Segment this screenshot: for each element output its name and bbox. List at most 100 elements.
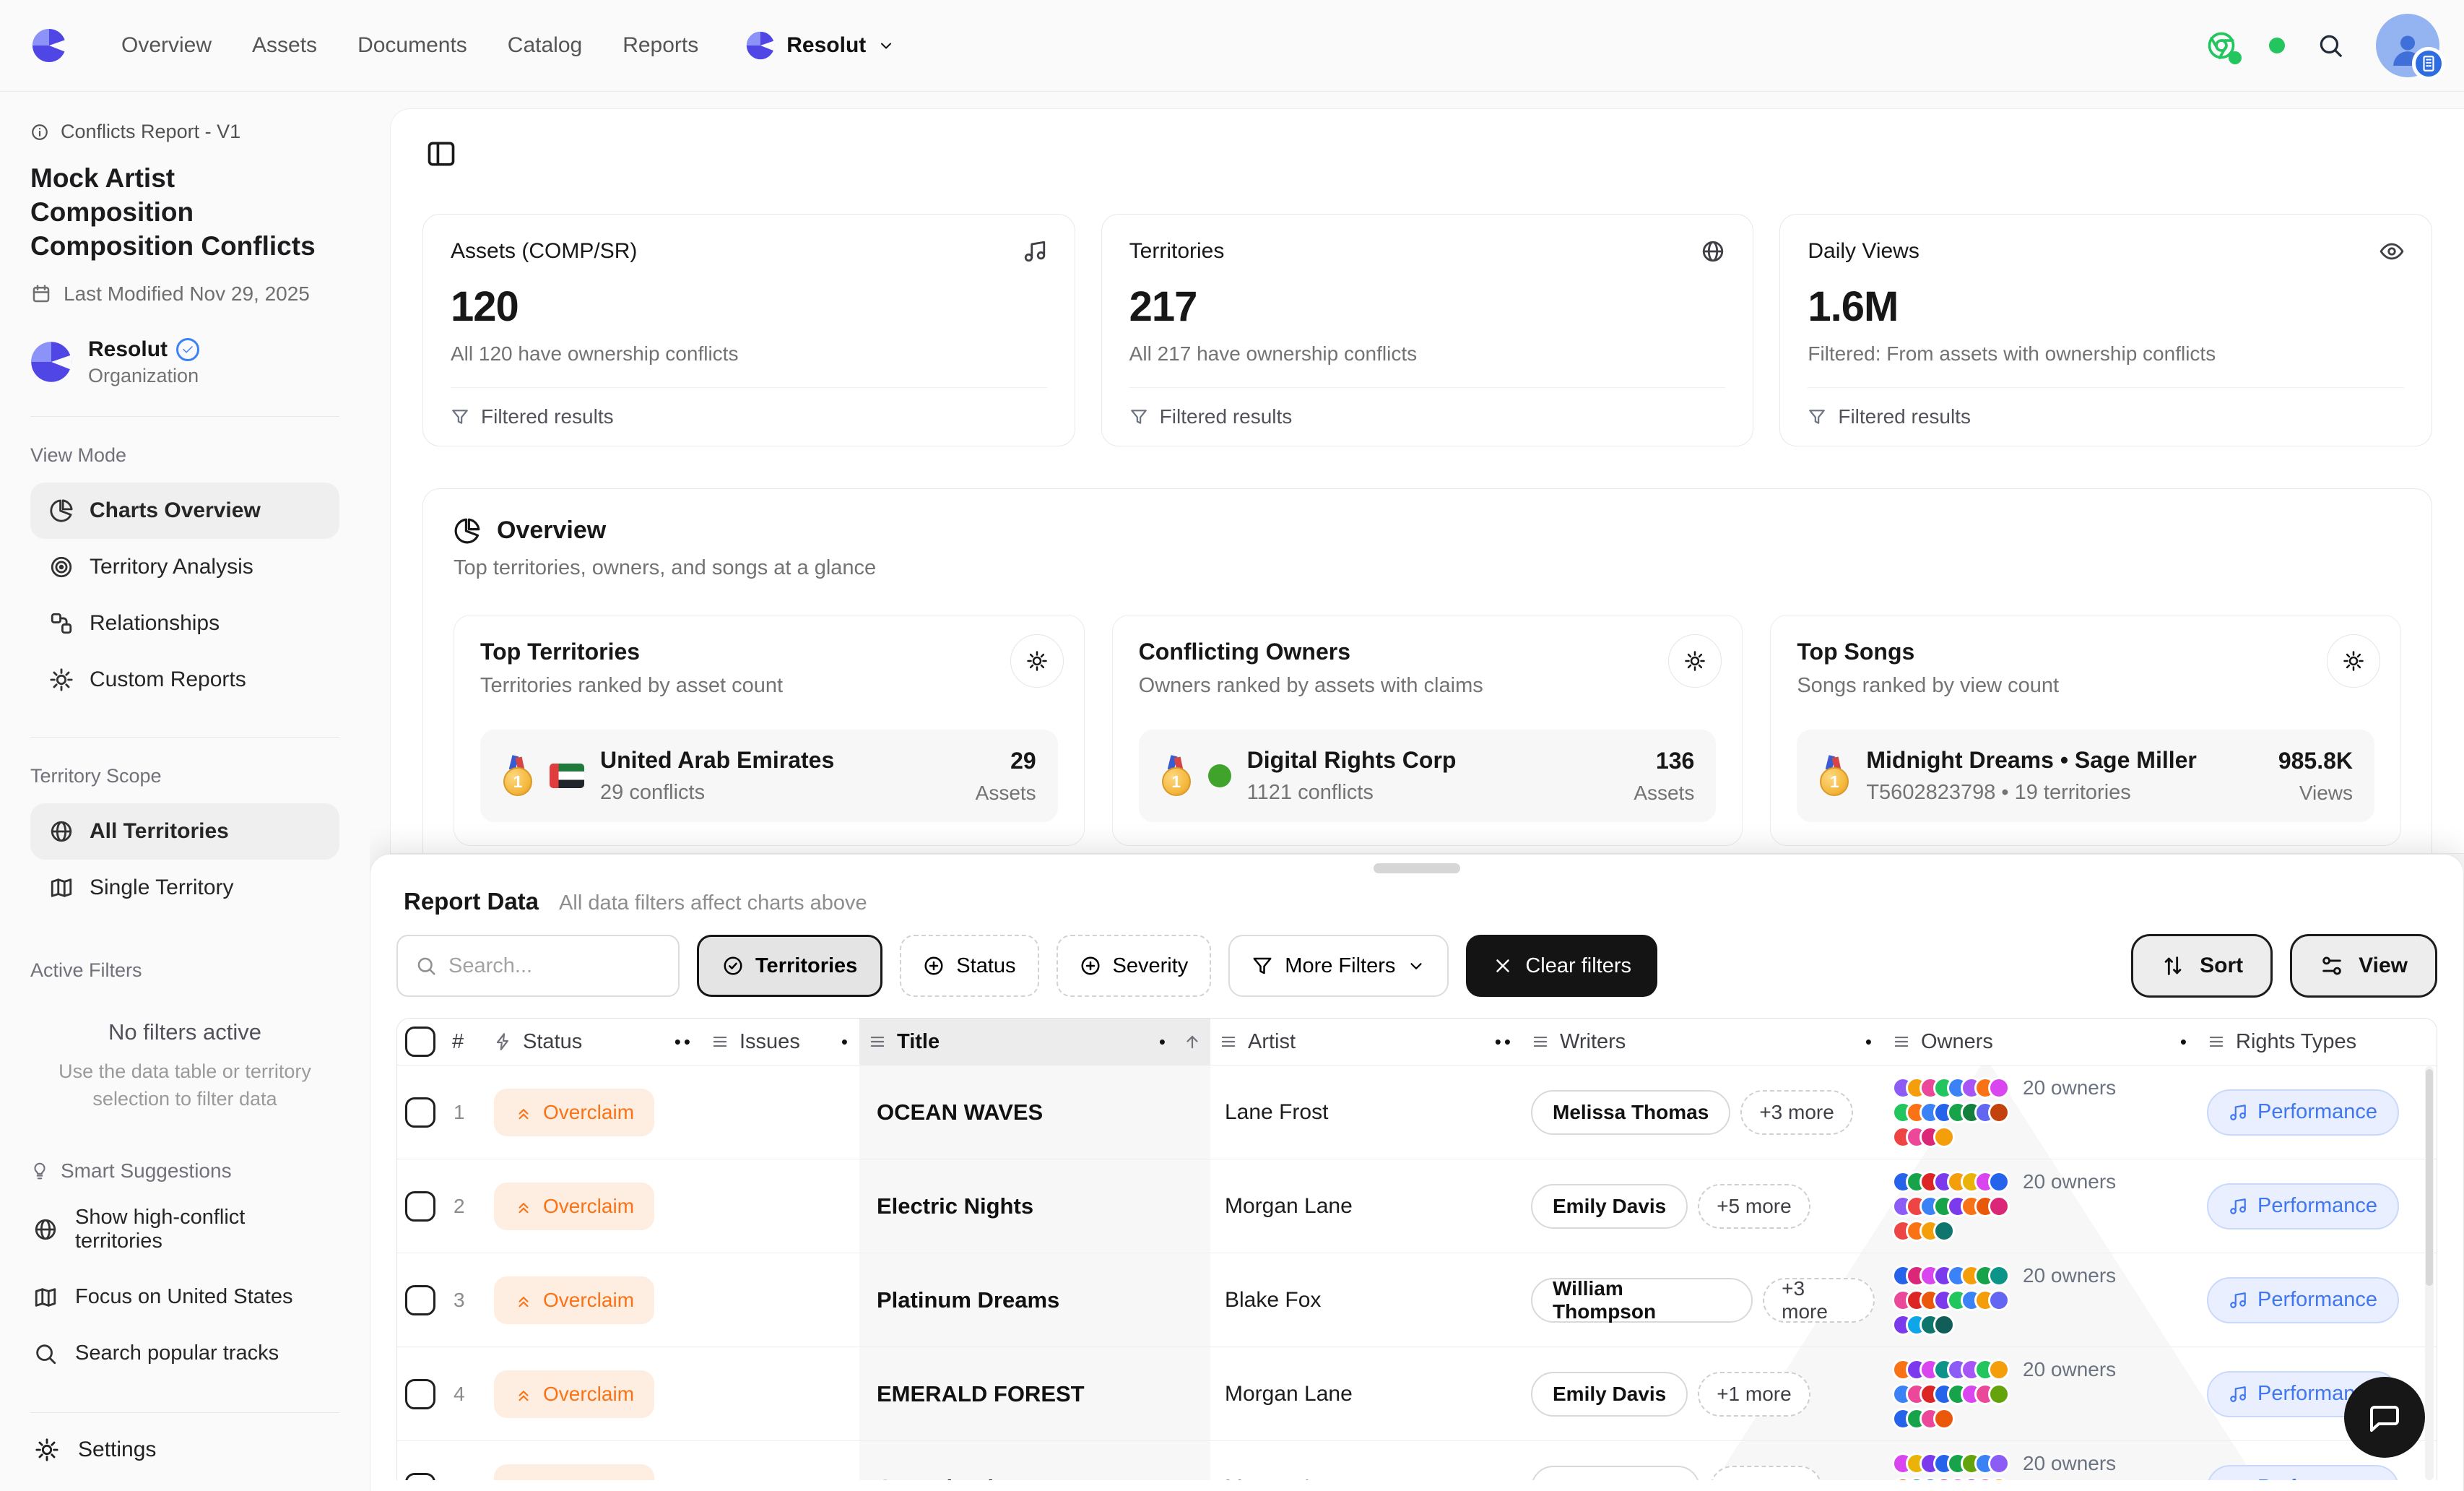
search-icon[interactable] <box>2317 32 2344 59</box>
nav-right <box>2205 14 2445 80</box>
gear-icon <box>2343 650 2364 672</box>
row-number: 2 <box>454 1194 465 1217</box>
sidebar-item-relationships[interactable]: Relationships <box>30 595 339 652</box>
suggestion-search-popular-tracks[interactable]: Search popular tracks <box>30 1326 339 1382</box>
map-icon <box>49 876 74 900</box>
row-checkbox[interactable] <box>405 1378 435 1409</box>
column-header-rights-types[interactable]: Rights Types <box>2198 1019 2437 1065</box>
nav-link-reports[interactable]: Reports <box>622 33 699 57</box>
uae-flag-icon <box>550 764 584 788</box>
rights-type-badge[interactable]: Performance <box>2207 1089 2400 1136</box>
avatar[interactable] <box>2376 14 2445 80</box>
sort-button[interactable]: Sort <box>2131 934 2273 998</box>
row-checkbox[interactable] <box>405 1284 435 1315</box>
sidebar-item-territory-analysis[interactable]: Territory Analysis <box>30 539 339 595</box>
column-header-status[interactable]: Status •• <box>485 1019 702 1065</box>
status-badge[interactable]: Overclaim <box>494 1276 655 1324</box>
view-button[interactable]: View <box>2290 934 2437 998</box>
territory-entry[interactable]: 1 United Arab Emirates 29 conflicts 29 A… <box>480 730 1058 822</box>
rights-type-badge[interactable]: Performance <box>2207 1464 2400 1480</box>
column-header-title[interactable]: Title • <box>859 1019 1210 1065</box>
sidebar-item-custom-reports[interactable]: Custom Reports <box>30 652 339 708</box>
owners-count: 20 owners <box>2023 1076 2117 1099</box>
card-settings-button[interactable] <box>1010 634 1064 688</box>
row-checkbox[interactable] <box>405 1097 435 1128</box>
more-writers-chip[interactable]: +1 more <box>1698 1371 1810 1417</box>
search-input[interactable] <box>448 954 661 978</box>
status-badge[interactable]: Overclaim <box>494 1182 655 1230</box>
song-title: Platinum Dreams <box>859 1253 1210 1347</box>
row-checkbox[interactable] <box>405 1472 435 1480</box>
org-switcher-label: Resolut <box>786 33 867 57</box>
more-writers-chip[interactable]: +4 more <box>1709 1465 1823 1480</box>
artist-name: Morgan Lane <box>1210 1441 1522 1481</box>
select-all-checkbox[interactable] <box>405 1027 435 1057</box>
writer-chip[interactable]: Emily Davis <box>1531 1371 1688 1417</box>
column-header-writers[interactable]: Writers • <box>1522 1019 1883 1065</box>
sidebar-item-single-territory[interactable]: Single Territory <box>30 860 339 916</box>
org-card[interactable]: Resolut Organization <box>30 337 339 387</box>
stat-card-daily-views: Daily Views 1.6M Filtered: From assets w… <box>1779 214 2433 446</box>
table-row[interactable]: 4 Overclaim EMERALD FOREST Morgan Lane Emily… <box>397 1347 2437 1440</box>
writer-chip[interactable]: Emily Davis <box>1531 1183 1688 1229</box>
table-scrollbar[interactable] <box>2425 1066 2434 1480</box>
owners-count: 20 owners <box>2023 1263 2117 1287</box>
chat-fab-button[interactable] <box>2344 1377 2425 1458</box>
top-nav: Overview Assets Documents Catalog Report… <box>0 0 2464 92</box>
table-row[interactable]: 2 Overclaim Electric Nights Morgan Lane Emil… <box>397 1159 2437 1253</box>
more-writers-chip[interactable]: +3 more <box>1740 1089 1853 1135</box>
song-entry[interactable]: 1 Midnight Dreams • Sage Miller T5602823… <box>1797 730 2375 822</box>
more-writers-chip[interactable]: +3 more <box>1763 1277 1875 1323</box>
sidebar-item-label: Relationships <box>90 610 220 635</box>
panel-drag-handle[interactable] <box>1374 863 1460 873</box>
card-settings-button[interactable] <box>2327 634 2381 688</box>
filter-chip-severity[interactable]: Severity <box>1056 935 1212 997</box>
status-badge[interactable]: Overclaim <box>494 1088 655 1136</box>
rights-type-badge[interactable]: Performance <box>2207 1276 2400 1323</box>
column-header-issues[interactable]: Issues • <box>702 1019 859 1065</box>
extension-status-icon[interactable] <box>2205 30 2242 64</box>
table-row[interactable]: 5 Overclaim Crystal RainMorgan Lane Daniel … <box>397 1440 2437 1480</box>
column-header-number[interactable]: # <box>452 1029 464 1053</box>
filter-chip-territories[interactable]: Territories <box>697 935 883 997</box>
row-checkbox[interactable] <box>405 1190 435 1222</box>
sidebar-item-label: Single Territory <box>90 875 234 899</box>
suggestion-label: Search popular tracks <box>75 1341 279 1365</box>
status-badge[interactable]: Overclaim <box>494 1370 655 1418</box>
table-row[interactable]: 1 Overclaim OCEAN WAVES Lane Frost Melissa T… <box>397 1065 2437 1159</box>
pie-chart-icon <box>454 517 481 545</box>
rows-icon <box>1892 1032 1911 1051</box>
owner-entry[interactable]: 1 Digital Rights Corp 1121 conflicts 136… <box>1138 730 1717 822</box>
writer-chip[interactable]: Melissa Thomas <box>1531 1089 1731 1135</box>
column-header-artist[interactable]: Artist •• <box>1210 1019 1522 1065</box>
column-header-owners[interactable]: Owners • <box>1883 1019 2198 1065</box>
entry-value-label: Assets <box>975 781 1036 804</box>
writer-chip[interactable]: Daniel Taylor <box>1531 1465 1700 1480</box>
more-writers-chip[interactable]: +5 more <box>1698 1183 1810 1229</box>
search-box[interactable] <box>396 935 680 997</box>
sidebar-item-charts-overview[interactable]: Charts Overview <box>30 482 339 539</box>
suggestion-high-conflict-territories[interactable]: Show high-conflict territories <box>30 1190 339 1269</box>
stat-desc: All 217 have ownership conflicts <box>1129 342 1418 365</box>
writer-chip[interactable]: William Thompson <box>1531 1277 1753 1323</box>
status-badge[interactable]: Overclaim <box>494 1464 655 1480</box>
org-switcher[interactable]: Resolut <box>746 31 895 60</box>
sidebar-toggle-button[interactable] <box>422 135 460 173</box>
sidebar-item-all-territories[interactable]: All Territories <box>30 803 339 860</box>
card-subtitle: Songs ranked by view count <box>1797 674 2060 697</box>
more-filters-button[interactable]: More Filters <box>1228 935 1449 997</box>
suggestion-focus-united-states[interactable]: Focus on United States <box>30 1269 339 1326</box>
app-logo-icon[interactable] <box>32 28 66 63</box>
report-data-subtitle: All data filters affect charts above <box>559 891 867 915</box>
filter-chip-status[interactable]: Status <box>900 935 1039 997</box>
nav-link-overview[interactable]: Overview <box>121 33 212 57</box>
charts-panel: Assets (COMP/SR) 120 All 120 have owners… <box>390 108 2464 854</box>
table-row[interactable]: 3 Overclaim Platinum Dreams Blake Fox Willia… <box>397 1253 2437 1347</box>
rights-type-badge[interactable]: Performance <box>2207 1183 2400 1229</box>
sidebar-item-settings[interactable]: Settings <box>0 1413 370 1491</box>
nav-link-catalog[interactable]: Catalog <box>507 33 583 57</box>
nav-link-assets[interactable]: Assets <box>252 33 318 57</box>
card-settings-button[interactable] <box>1668 634 1722 688</box>
clear-filters-button[interactable]: Clear filters <box>1466 935 1658 997</box>
nav-link-documents[interactable]: Documents <box>357 33 467 57</box>
